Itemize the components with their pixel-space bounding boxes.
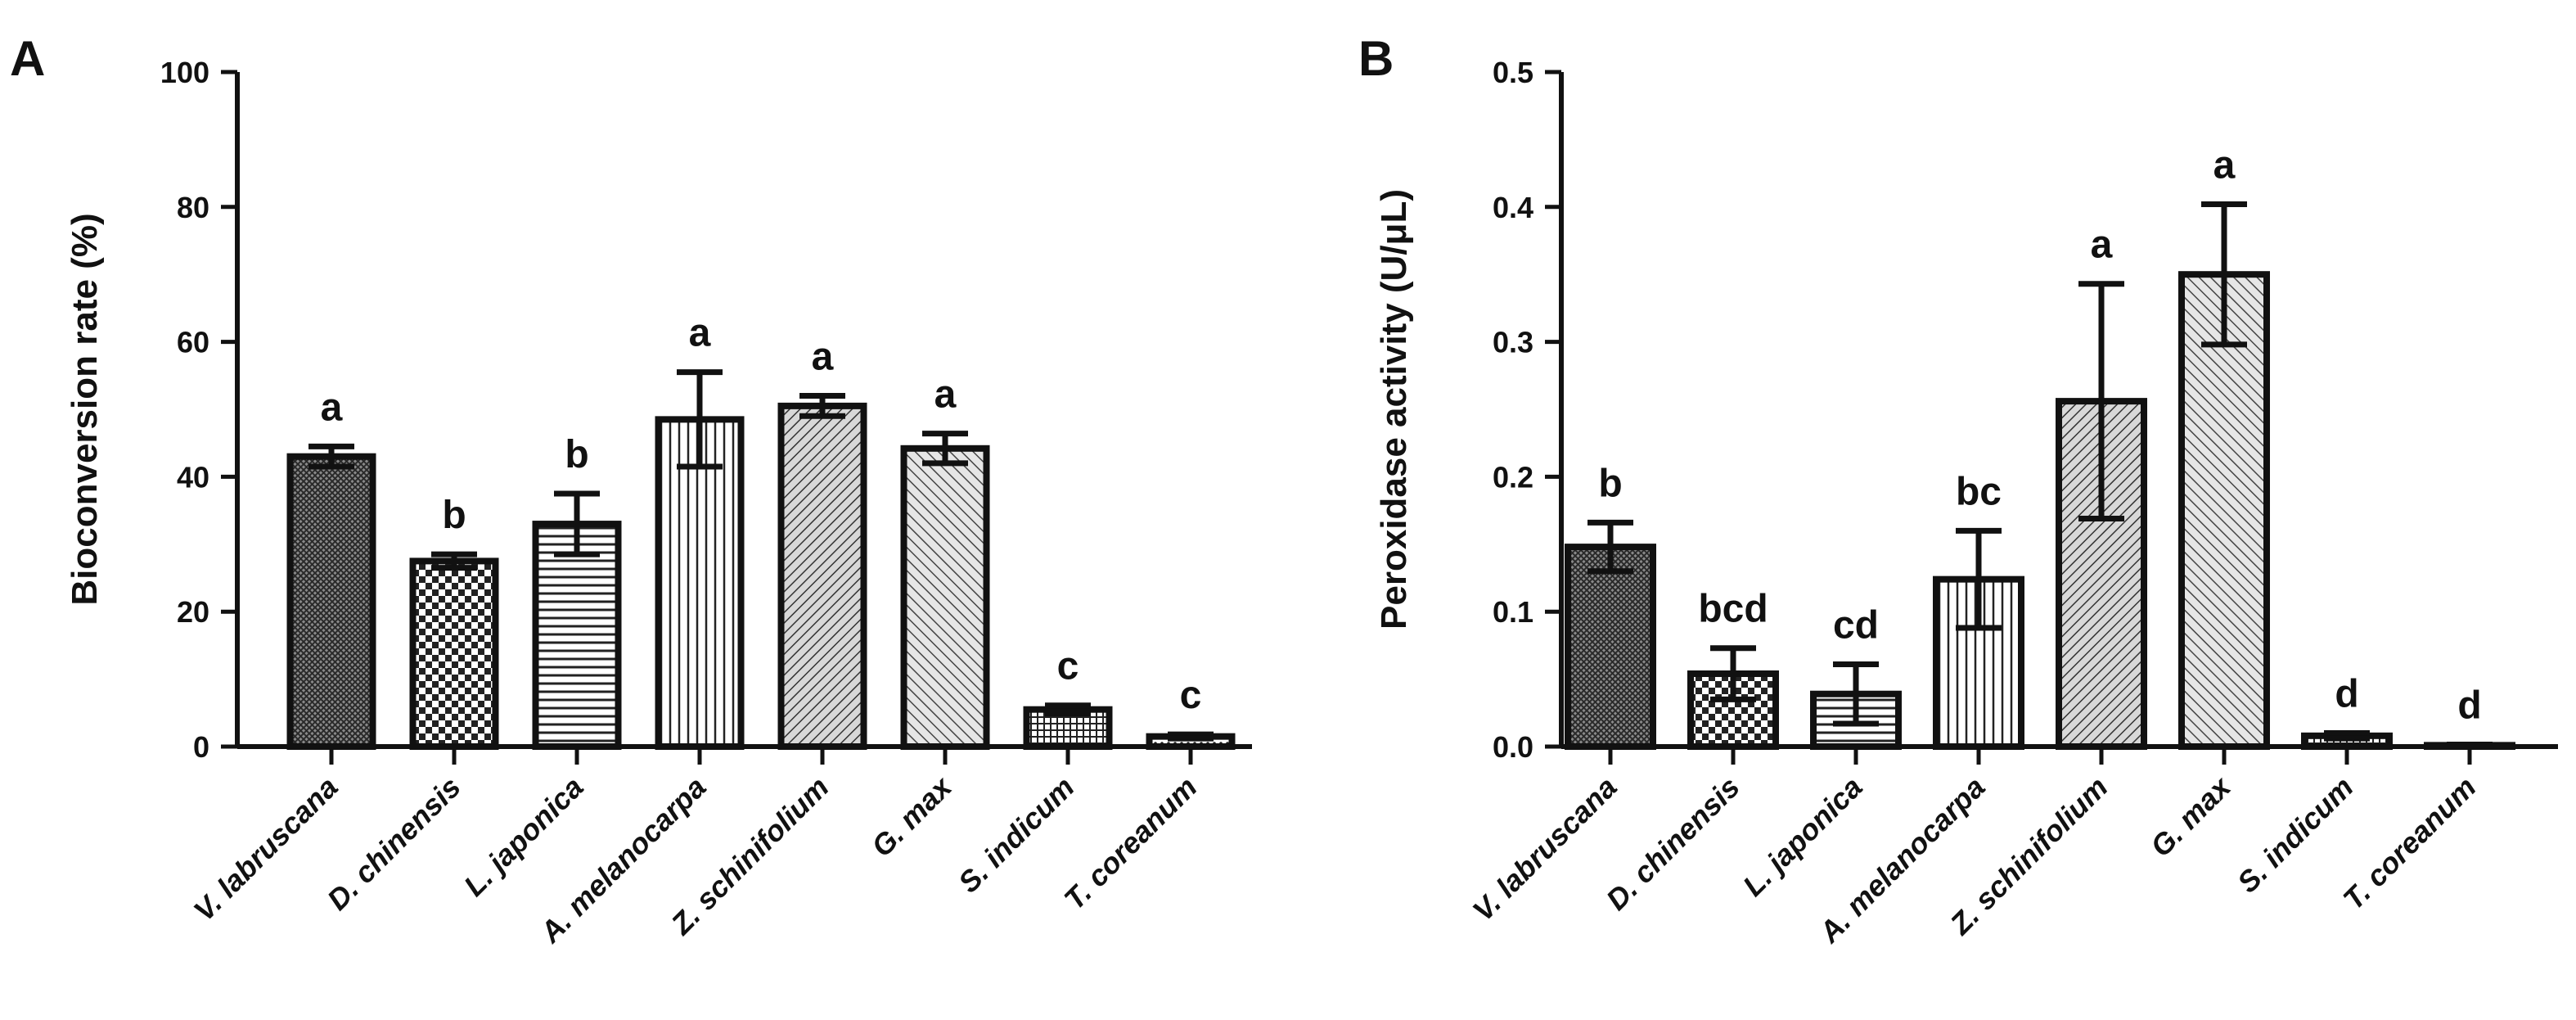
error-bar (1833, 661, 1879, 727)
panel-letter: B (1358, 31, 1394, 86)
bar (286, 453, 376, 750)
error-bar (554, 490, 600, 557)
y-tick-label: 80 (177, 191, 209, 224)
significance-label: cd (1833, 603, 1879, 647)
significance-label: d (2457, 684, 2481, 728)
significance-label: a (812, 336, 834, 379)
category-label: D. chinensis (1600, 770, 1746, 917)
y-tick-label: 0.2 (1493, 460, 1533, 494)
y-axis-label: Peroxidase activity (U/μL) (1374, 189, 1414, 630)
significance-label: a (321, 386, 343, 429)
category-label: G. max (2144, 769, 2238, 863)
error-bar (2201, 201, 2247, 348)
bar (409, 557, 499, 751)
category-label: V. labruscana (187, 770, 344, 927)
error-bar (1045, 702, 1091, 717)
error-bar (922, 431, 968, 467)
y-tick-label: 100 (160, 56, 209, 89)
y-tick-label: 0 (193, 730, 209, 764)
significance-label: bc (1956, 470, 2002, 513)
significance-label: a (2091, 223, 2113, 267)
significance-label: a (2213, 144, 2236, 187)
panel-letter: A (10, 31, 45, 86)
category-label: L. japonica (457, 770, 590, 903)
error-bar (799, 393, 845, 419)
significance-label: d (2335, 673, 2358, 716)
error-bar (1710, 645, 1756, 702)
significance-label: a (934, 373, 957, 417)
y-tick-label: 0.4 (1493, 191, 1533, 224)
y-tick-label: 0.3 (1493, 326, 1533, 359)
y-tick-label: 0.1 (1493, 595, 1533, 629)
significance-label: a (689, 312, 711, 355)
category-label: T. coreanum (2336, 770, 2482, 916)
bar (1565, 544, 1656, 751)
error-bar (2324, 730, 2370, 742)
y-tick-label: 40 (177, 460, 209, 494)
y-tick-label: 20 (177, 595, 209, 629)
category-label: D. chinensis (321, 770, 467, 917)
category-label: S. indicum (952, 770, 1081, 900)
category-label: L. japonica (1736, 770, 1869, 903)
category-label: S. indicum (2231, 770, 2360, 900)
error-bar (677, 369, 723, 470)
error-bar (1956, 527, 2002, 631)
y-tick-label: 0.0 (1493, 730, 1533, 764)
significance-label: b (1598, 462, 1622, 505)
error-bar (431, 551, 477, 571)
significance-label: bcd (1698, 588, 1768, 631)
error-bar (2078, 281, 2124, 521)
error-bar (1168, 731, 1214, 742)
bar (777, 402, 867, 750)
significance-label: b (442, 494, 466, 537)
category-label: V. labruscana (1466, 770, 1623, 927)
bar (532, 521, 622, 751)
bar (900, 445, 990, 750)
significance-label: c (1057, 645, 1079, 688)
category-label: T. coreanum (1057, 770, 1203, 916)
y-axis-label: Bioconversion rate (%) (65, 213, 105, 605)
significance-label: b (565, 433, 588, 476)
panel-a: A Bioconversion rate (%) 0 20 40 60 80 100 a V. l… (10, 31, 1252, 950)
significance-label: c (1180, 674, 1202, 717)
panel-b: B Peroxidase activity (U/μL) 0.0 0.1 0.2 0.3 0… (1358, 31, 2558, 950)
y-tick-label: 60 (177, 326, 209, 359)
category-label: G. max (865, 769, 959, 863)
y-tick-label: 0.5 (1493, 56, 1533, 89)
error-bar (308, 443, 354, 470)
error-bar (1587, 519, 1633, 575)
